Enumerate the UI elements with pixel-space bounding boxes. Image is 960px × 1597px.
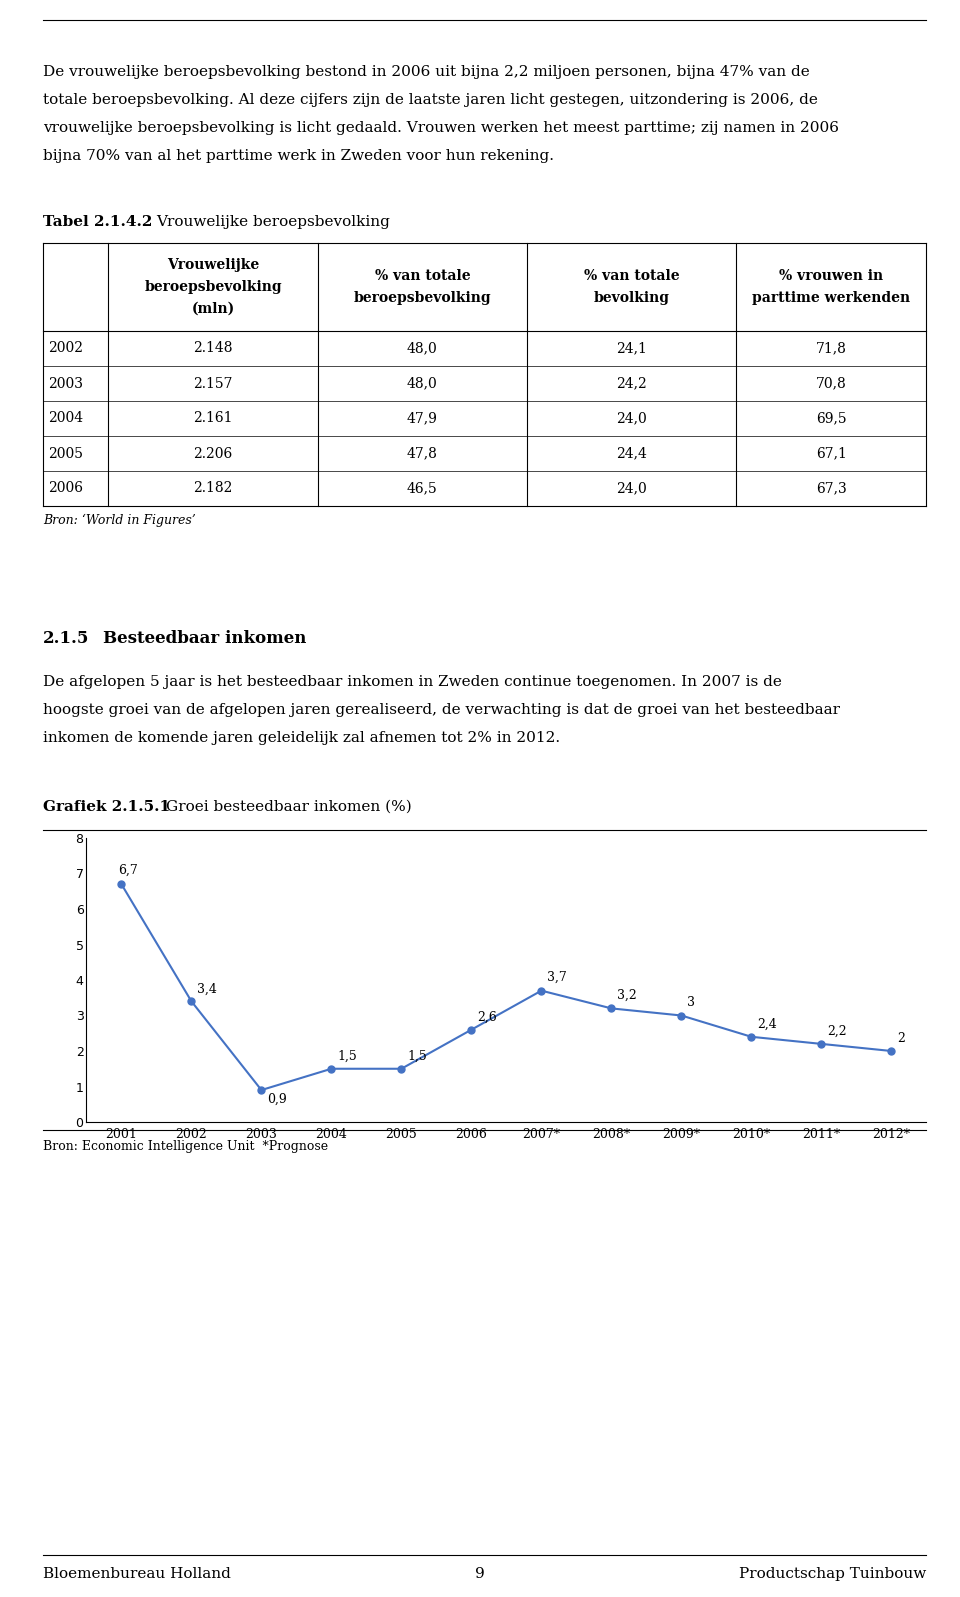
Text: 46,5: 46,5 <box>407 482 438 495</box>
Text: (mln): (mln) <box>191 302 235 316</box>
Text: 2.182: 2.182 <box>193 482 233 495</box>
Text: 71,8: 71,8 <box>816 342 847 356</box>
Text: 2002: 2002 <box>48 342 83 356</box>
Text: 2,2: 2,2 <box>827 1025 847 1038</box>
Text: Bron: Economic Intelligence Unit  *Prognose: Bron: Economic Intelligence Unit *Progno… <box>43 1140 328 1153</box>
Text: 2.157: 2.157 <box>193 377 233 391</box>
Text: Tabel 2.1.4.2: Tabel 2.1.4.2 <box>43 216 153 228</box>
Text: beroepsbevolking: beroepsbevolking <box>353 291 492 305</box>
Text: % van totale: % van totale <box>374 268 470 283</box>
Text: 2,4: 2,4 <box>757 1017 777 1030</box>
Text: 2,6: 2,6 <box>477 1011 496 1024</box>
Text: 3: 3 <box>687 997 695 1009</box>
Text: 24,0: 24,0 <box>616 412 647 425</box>
Text: 2: 2 <box>897 1032 905 1044</box>
Text: vrouwelijke beroepsbevolking is licht gedaald. Vrouwen werken het meest parttime: vrouwelijke beroepsbevolking is licht ge… <box>43 121 839 136</box>
Text: 1,5: 1,5 <box>407 1049 427 1062</box>
Text: 2.206: 2.206 <box>194 447 232 460</box>
Text: 69,5: 69,5 <box>816 412 847 425</box>
Text: totale beroepsbevolking. Al deze cijfers zijn de laatste jaren licht gestegen, u: totale beroepsbevolking. Al deze cijfers… <box>43 93 818 107</box>
Text: beroepsbevolking: beroepsbevolking <box>144 279 282 294</box>
Text: Groei besteedbaar inkomen (%): Groei besteedbaar inkomen (%) <box>166 800 412 814</box>
Text: 24,1: 24,1 <box>616 342 647 356</box>
Text: 67,1: 67,1 <box>816 447 847 460</box>
Text: 6,7: 6,7 <box>118 864 137 877</box>
Text: 3,4: 3,4 <box>197 984 217 997</box>
Text: 2003: 2003 <box>48 377 83 391</box>
Text: Productschap Tuinbouw: Productschap Tuinbouw <box>739 1567 926 1581</box>
Text: 1,5: 1,5 <box>337 1049 357 1062</box>
Text: 24,2: 24,2 <box>616 377 647 391</box>
Text: 2.161: 2.161 <box>193 412 233 425</box>
Text: 48,0: 48,0 <box>407 377 438 391</box>
Text: inkomen de komende jaren geleidelijk zal afnemen tot 2% in 2012.: inkomen de komende jaren geleidelijk zal… <box>43 731 561 744</box>
Text: hoogste groei van de afgelopen jaren gerealiseerd, de verwachting is dat de groe: hoogste groei van de afgelopen jaren ger… <box>43 703 840 717</box>
Text: Besteedbaar inkomen: Besteedbaar inkomen <box>103 629 306 647</box>
Text: 24,4: 24,4 <box>616 447 647 460</box>
Text: 48,0: 48,0 <box>407 342 438 356</box>
Text: Bron: ‘World in Figures’: Bron: ‘World in Figures’ <box>43 514 196 527</box>
Text: 67,3: 67,3 <box>816 482 847 495</box>
Text: 3,2: 3,2 <box>617 989 636 1001</box>
Text: 2006: 2006 <box>48 482 83 495</box>
Text: parttime werkenden: parttime werkenden <box>753 291 910 305</box>
Text: % vrouwen in: % vrouwen in <box>780 268 883 283</box>
Text: 2004: 2004 <box>48 412 84 425</box>
Text: 2.1.5: 2.1.5 <box>43 629 89 647</box>
Text: % van totale: % van totale <box>584 268 680 283</box>
Text: bevolking: bevolking <box>593 291 670 305</box>
Text: De afgelopen 5 jaar is het besteedbaar inkomen in Zweden continue toegenomen. In: De afgelopen 5 jaar is het besteedbaar i… <box>43 676 782 688</box>
Text: 3,7: 3,7 <box>547 971 566 984</box>
Text: Grafiek 2.1.5.1: Grafiek 2.1.5.1 <box>43 800 170 814</box>
Text: 2.148: 2.148 <box>193 342 233 356</box>
Text: Bloemenbureau Holland: Bloemenbureau Holland <box>43 1567 231 1581</box>
Text: 0,9: 0,9 <box>267 1092 287 1107</box>
Text: bijna 70% van al het parttime werk in Zweden voor hun rekening.: bijna 70% van al het parttime werk in Zw… <box>43 149 554 163</box>
Text: 9: 9 <box>475 1567 485 1581</box>
Text: Vrouwelijke: Vrouwelijke <box>167 259 259 271</box>
Text: 2005: 2005 <box>48 447 83 460</box>
Text: 24,0: 24,0 <box>616 482 647 495</box>
Text: 47,8: 47,8 <box>407 447 438 460</box>
Text: Vrouwelijke beroepsbevolking: Vrouwelijke beroepsbevolking <box>156 216 391 228</box>
Text: 47,9: 47,9 <box>407 412 438 425</box>
Text: De vrouwelijke beroepsbevolking bestond in 2006 uit bijna 2,2 miljoen personen, : De vrouwelijke beroepsbevolking bestond … <box>43 65 810 78</box>
Text: 70,8: 70,8 <box>816 377 847 391</box>
